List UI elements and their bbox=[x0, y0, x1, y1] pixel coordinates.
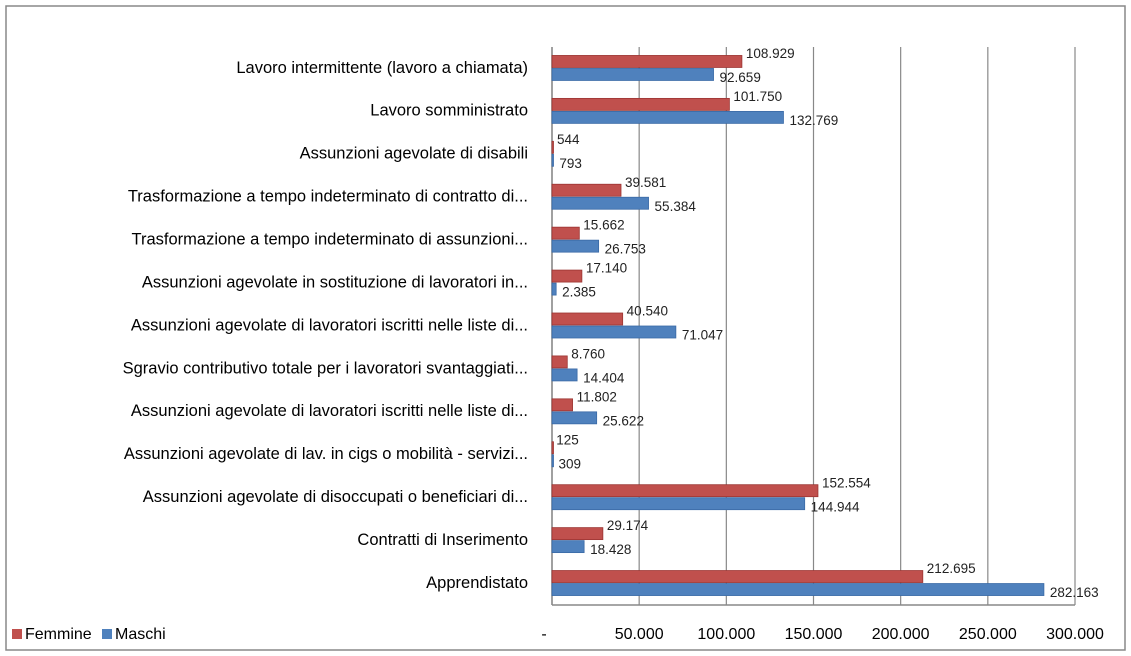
bar bbox=[551, 441, 554, 455]
bar bbox=[551, 140, 554, 154]
x-tick-label: - bbox=[541, 626, 546, 643]
bar bbox=[551, 110, 784, 124]
x-tick-label: 50.000 bbox=[615, 626, 664, 643]
data-label: 108.929 bbox=[746, 46, 795, 61]
bar bbox=[551, 355, 568, 369]
bar bbox=[551, 312, 624, 326]
data-label: 125 bbox=[556, 432, 579, 447]
bar bbox=[551, 153, 554, 167]
data-label: 18.428 bbox=[590, 542, 631, 557]
bar bbox=[551, 570, 924, 583]
data-label: 282.163 bbox=[1050, 585, 1099, 600]
bar bbox=[551, 196, 649, 210]
data-label: 101.750 bbox=[733, 89, 782, 104]
data-label: 71.047 bbox=[682, 328, 723, 343]
data-label: 92.659 bbox=[720, 70, 761, 85]
category-label: Lavoro intermittente (lavoro a chiamata) bbox=[236, 59, 528, 77]
data-label: 152.554 bbox=[822, 475, 871, 490]
data-label: 55.384 bbox=[655, 199, 697, 214]
data-label: 11.802 bbox=[577, 389, 617, 404]
bar bbox=[551, 282, 557, 296]
x-tick-label: 100.000 bbox=[697, 626, 755, 643]
data-label: 793 bbox=[559, 156, 582, 171]
category-label: Trasformazione a tempo indeterminato di … bbox=[132, 231, 529, 249]
category-label: Apprendistato bbox=[426, 574, 528, 592]
bar bbox=[551, 68, 714, 81]
data-label: 40.540 bbox=[627, 304, 668, 319]
data-label: 2.385 bbox=[562, 285, 596, 300]
bar bbox=[551, 325, 677, 339]
category-label: Assunzioni agevolate di lavoratori iscri… bbox=[131, 316, 528, 334]
bar bbox=[551, 183, 622, 197]
bar bbox=[551, 527, 604, 541]
data-label: 544 bbox=[557, 132, 580, 147]
data-label: 25.622 bbox=[603, 413, 644, 428]
x-tick-label: 150.000 bbox=[785, 626, 843, 643]
data-label: 132.769 bbox=[789, 113, 838, 128]
legend-swatch bbox=[102, 629, 112, 639]
category-label: Sgravio contributivo totale per i lavora… bbox=[123, 359, 528, 377]
data-label: 29.174 bbox=[607, 518, 649, 533]
x-tick-label: 300.000 bbox=[1046, 626, 1104, 643]
data-label: 212.695 bbox=[927, 561, 976, 576]
bar bbox=[551, 97, 730, 111]
bar bbox=[551, 454, 554, 468]
bar bbox=[551, 411, 598, 425]
data-label: 144.944 bbox=[811, 499, 860, 514]
data-label: 26.753 bbox=[605, 242, 646, 257]
bar bbox=[551, 540, 585, 554]
bar bbox=[551, 497, 806, 511]
category-label: Assunzioni agevolate in sostituzione di … bbox=[142, 273, 528, 291]
category-label: Assunzioni agevolate di disabili bbox=[300, 145, 528, 163]
bar bbox=[551, 226, 580, 240]
category-label: Assunzioni agevolate di disoccupati o be… bbox=[143, 488, 528, 506]
legend-label: Femmine bbox=[25, 626, 92, 643]
data-label: 8.760 bbox=[571, 346, 605, 361]
bar bbox=[551, 368, 578, 382]
data-label: 15.662 bbox=[583, 218, 624, 233]
category-label: Lavoro somministrato bbox=[370, 102, 528, 120]
category-label: Assunzioni agevolate di lavoratori iscri… bbox=[131, 402, 528, 420]
bar bbox=[551, 239, 600, 253]
bar bbox=[551, 269, 583, 283]
data-label: 309 bbox=[559, 456, 582, 471]
category-label: Assunzioni agevolate di lav. in cigs o m… bbox=[124, 445, 528, 463]
bar bbox=[551, 583, 1045, 596]
data-label: 14.404 bbox=[583, 370, 625, 385]
legend-swatch bbox=[12, 629, 22, 639]
data-label: 17.140 bbox=[586, 261, 627, 276]
category-label: Contratti di Inserimento bbox=[357, 531, 528, 549]
category-label: Trasformazione a tempo indeterminato di … bbox=[128, 188, 528, 206]
x-tick-label: 200.000 bbox=[872, 626, 930, 643]
bar bbox=[551, 55, 743, 68]
bar bbox=[551, 484, 819, 498]
bar bbox=[551, 398, 573, 412]
legend-label: Maschi bbox=[115, 626, 166, 643]
x-tick-label: 250.000 bbox=[959, 626, 1017, 643]
data-label: 39.581 bbox=[625, 175, 666, 190]
